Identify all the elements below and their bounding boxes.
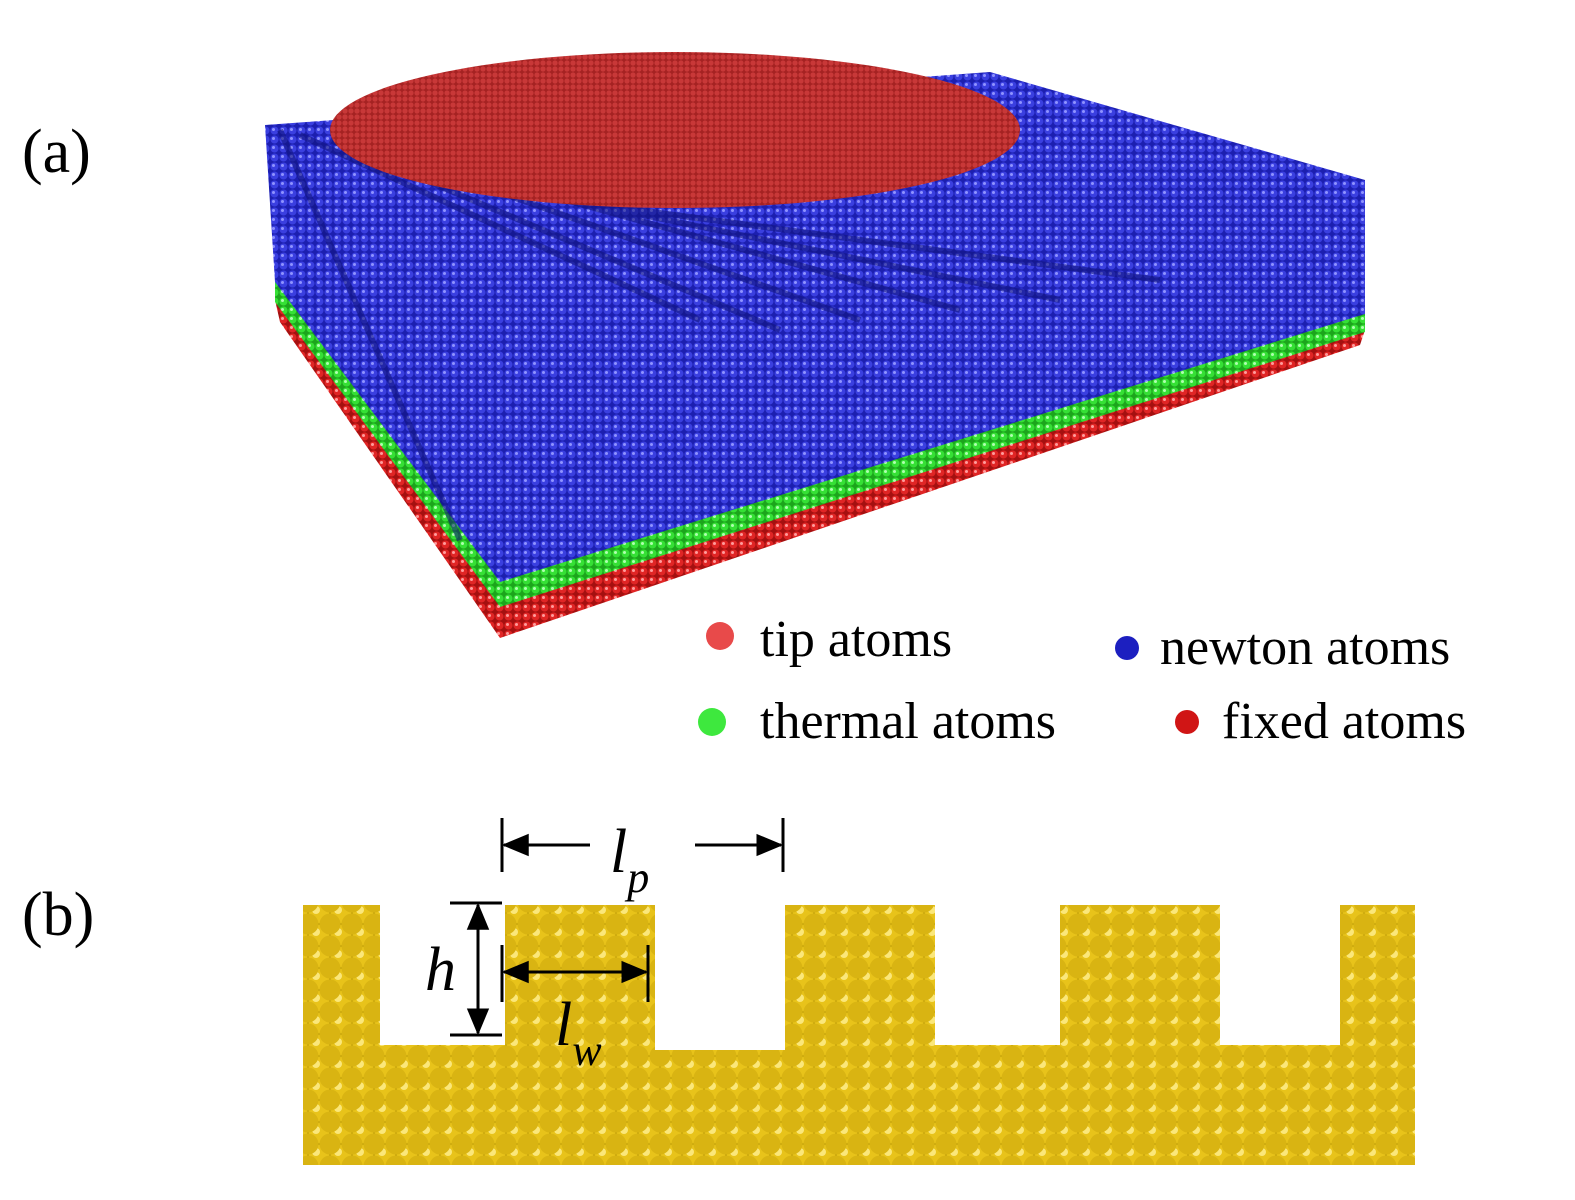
dimension-label: lp	[610, 818, 649, 902]
subscript: w	[572, 1026, 602, 1075]
legend-label: fixed atoms	[1222, 693, 1466, 750]
panel-label: (b)	[22, 881, 94, 949]
legend-label: tip atoms	[760, 611, 952, 668]
dimension-lp	[500, 818, 785, 872]
tip	[330, 52, 1020, 208]
subscript: p	[624, 853, 649, 902]
dimension-h	[450, 901, 502, 1037]
dimension-lw	[500, 945, 650, 1002]
legend-swatch	[698, 708, 726, 736]
legend-label: thermal atoms	[760, 693, 1056, 750]
symbol: l	[610, 818, 627, 886]
dimension-label: lw	[555, 991, 602, 1075]
legend-swatch	[1115, 636, 1139, 660]
panel-label: (a)	[22, 118, 91, 186]
legend-label: newton atoms	[1160, 619, 1450, 676]
legend-swatch	[706, 622, 734, 650]
dimension-label: h	[425, 936, 456, 1004]
symbol: l	[555, 991, 572, 1059]
legend-swatch	[1175, 710, 1199, 734]
